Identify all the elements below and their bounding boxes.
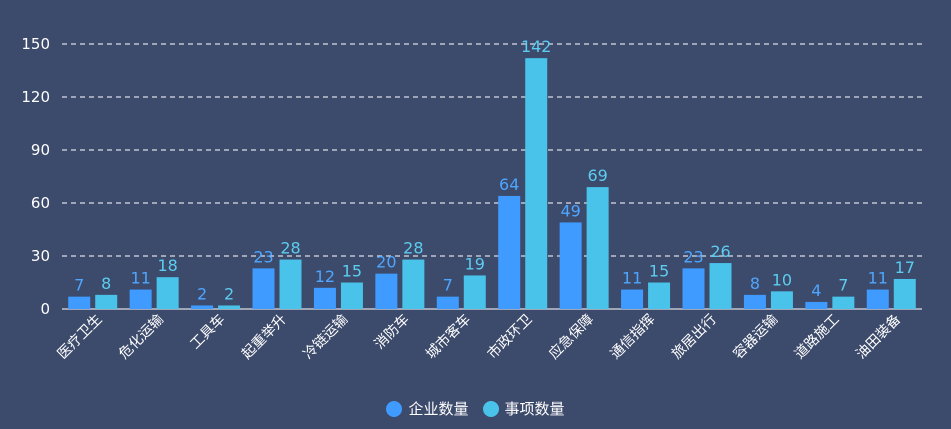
bar-1-0[interactable] [68, 296, 91, 309]
bar-2-8[interactable] [586, 187, 609, 309]
data-label: 18 [157, 256, 177, 275]
legend-swatch-series-1 [386, 400, 403, 417]
x-tick-label: 危化运输 [116, 312, 167, 363]
data-label: 7 [443, 276, 453, 295]
legend-label-series-1: 企业数量 [408, 400, 469, 418]
y-tick-label: 0 [40, 300, 50, 318]
bar-1-6[interactable] [436, 296, 459, 309]
x-tick-label: 消防车 [371, 311, 413, 353]
bar-1-1[interactable] [129, 289, 152, 309]
data-label: 15 [649, 262, 669, 281]
bar-2-7[interactable] [525, 58, 548, 310]
data-label: 15 [342, 262, 362, 281]
bar-2-13[interactable] [893, 278, 916, 309]
legend: 企业数量 事项数量 [0, 398, 951, 419]
y-tick-label: 120 [21, 88, 50, 106]
bar-2-12[interactable] [832, 296, 855, 309]
bar-2-6[interactable] [463, 275, 486, 309]
y-tick-label: 30 [31, 247, 50, 265]
bar-1-2[interactable] [191, 305, 214, 309]
data-label: 8 [750, 274, 760, 293]
bar-2-5[interactable] [402, 259, 425, 309]
data-label: 2 [224, 284, 234, 303]
x-tick-label: 油田装备 [852, 311, 904, 363]
data-label: 49 [560, 201, 580, 220]
x-tick-label: 应急保障 [545, 311, 597, 363]
grid-lines [62, 43, 922, 310]
bar-1-4[interactable] [313, 287, 336, 309]
data-label: 17 [895, 258, 915, 277]
legend-label-series-2: 事项数量 [504, 400, 565, 418]
data-label: 23 [253, 247, 273, 266]
data-label: 11 [130, 269, 150, 288]
data-label: 4 [811, 281, 821, 300]
x-tick-label: 旅居出行 [669, 312, 720, 363]
data-label: 7 [838, 276, 848, 295]
bar-2-4[interactable] [340, 282, 363, 310]
bar-1-8[interactable] [559, 222, 582, 309]
data-label: 23 [683, 247, 703, 266]
legend-item-series-1[interactable]: 企业数量 [386, 398, 469, 419]
data-label: 20 [376, 253, 396, 272]
x-tick-label: 城市客车 [422, 311, 474, 363]
bar-1-7[interactable] [498, 195, 521, 309]
bar-2-2[interactable] [218, 305, 241, 309]
y-tick-label: 150 [21, 35, 50, 53]
data-label: 69 [587, 166, 607, 185]
x-tick-label: 起重举升 [239, 312, 290, 363]
bar-1-10[interactable] [682, 268, 705, 309]
bar-2-0[interactable] [95, 294, 118, 309]
bar-1-11[interactable] [743, 294, 766, 309]
data-label: 28 [403, 239, 423, 258]
x-tick-label: 容器运输 [730, 311, 782, 363]
data-label: 64 [499, 175, 519, 194]
x-tick-label: 道路施工 [792, 312, 843, 363]
data-label: 8 [101, 274, 111, 293]
data-label: 11 [868, 269, 888, 288]
data-label: 10 [772, 270, 792, 289]
data-label: 142 [521, 37, 552, 56]
y-tick-label: 60 [31, 194, 50, 212]
x-tick-label: 冷链运输 [300, 312, 351, 363]
bar-2-10[interactable] [709, 263, 732, 309]
y-tick-label: 90 [31, 141, 50, 159]
data-label: 28 [280, 239, 300, 258]
x-tick-label: 通信指挥 [607, 312, 658, 363]
bar-1-12[interactable] [805, 301, 828, 309]
x-axis-ticks: 医疗卫生 危化运输 工具车 起重举升 冷链运输 消防车 城市客车 市政环卫 应急保障 通信指挥 旅居… [55, 311, 904, 363]
bar-2-11[interactable] [770, 291, 793, 309]
data-label: 11 [622, 269, 642, 288]
x-tick-label: 市政环卫 [484, 311, 536, 363]
y-axis-ticks: 0 30 60 90 120 150 [21, 35, 50, 318]
bar-2-1[interactable] [156, 277, 179, 309]
data-label: 12 [315, 267, 335, 286]
legend-swatch-series-2 [482, 400, 499, 417]
data-label: 26 [710, 242, 730, 261]
bar-1-9[interactable] [621, 289, 644, 309]
data-label: 19 [465, 254, 485, 273]
bar-1-3[interactable] [252, 268, 275, 309]
bar-2-9[interactable] [648, 282, 671, 310]
bar-2-3[interactable] [279, 259, 302, 309]
bar-1-5[interactable] [375, 273, 398, 309]
data-label: 7 [74, 276, 84, 295]
legend-item-series-2[interactable]: 事项数量 [482, 398, 565, 419]
x-tick-label: 工具车 [187, 311, 229, 353]
data-label: 2 [197, 284, 207, 303]
bar-1-13[interactable] [866, 289, 889, 309]
bars [68, 58, 916, 310]
x-tick-label: 医疗卫生 [55, 312, 106, 363]
